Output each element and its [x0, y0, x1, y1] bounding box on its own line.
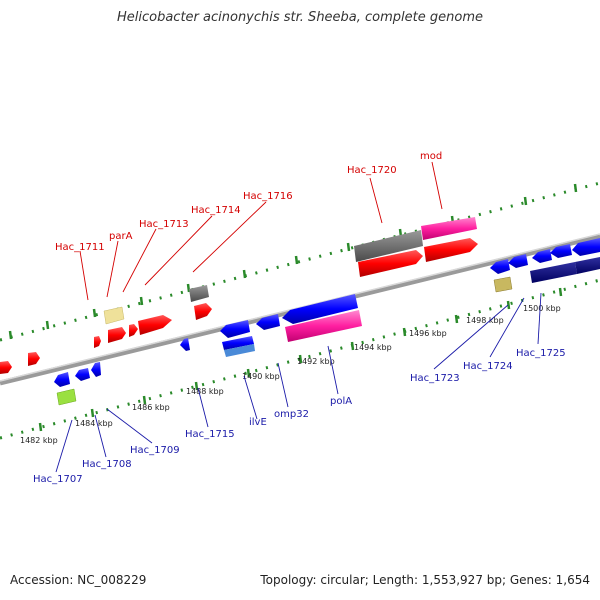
gene-arrow[interactable] [220, 320, 250, 338]
lower-track-dots [0, 278, 600, 440]
gene-box[interactable] [222, 336, 254, 350]
tick-label-1482: 1482 kbp [20, 436, 58, 445]
gene-label-hac-1723[interactable]: Hac_1723 [410, 373, 460, 384]
tick-label-1500: 1500 kbp [523, 304, 561, 313]
top-label-leaders [79, 161, 443, 301]
gene-arrow[interactable] [138, 315, 172, 335]
gene-label-pola[interactable]: polA [330, 396, 352, 407]
gene-arrow[interactable] [91, 362, 101, 377]
gene-box[interactable] [354, 230, 423, 262]
gene-box[interactable] [493, 276, 513, 293]
gene-arrow[interactable] [75, 368, 90, 381]
gene-label-mod[interactable]: mod [420, 151, 442, 162]
gene-label-hac-1725[interactable]: Hac_1725 [516, 348, 566, 359]
gene-arrow[interactable] [508, 254, 528, 268]
gene-label-hac-1720[interactable]: Hac_1720 [347, 165, 397, 176]
gene-label-hac-1708[interactable]: Hac_1708 [82, 459, 132, 470]
gene-arrow[interactable] [194, 303, 212, 320]
tick-label-1484: 1484 kbp [75, 419, 113, 428]
gene-box[interactable] [530, 262, 577, 283]
gene-arrow[interactable] [256, 314, 280, 330]
gene-arrow[interactable] [532, 249, 552, 263]
gene-label-ilve[interactable]: ilvE [249, 417, 267, 428]
gene-box[interactable] [224, 344, 255, 357]
tick-label-1488: 1488 kbp [186, 387, 224, 396]
gene-label-hac-1716[interactable]: Hac_1716 [243, 191, 293, 202]
tick-label-1490: 1490 kbp [242, 372, 280, 381]
gene-box[interactable] [189, 285, 209, 302]
gene-arrow[interactable] [282, 294, 358, 324]
reverse-strand-genes [54, 238, 600, 406]
gene-arrow[interactable] [424, 238, 478, 262]
gene-arrow[interactable] [0, 361, 12, 374]
gene-arrow[interactable] [54, 372, 70, 387]
bottom-label-leaders [55, 292, 542, 473]
genome-backbone-highlight [0, 233, 600, 382]
gene-arrow[interactable] [572, 238, 600, 256]
gene-arrow[interactable] [28, 352, 40, 366]
gene-box[interactable] [56, 388, 77, 406]
gene-arrow[interactable] [129, 324, 138, 337]
tick-label-1496: 1496 kbp [409, 329, 447, 338]
gene-label-omp32[interactable]: omp32 [274, 409, 309, 420]
gene-label-hac-1715[interactable]: Hac_1715 [185, 429, 235, 440]
gene-arrow[interactable] [94, 336, 101, 348]
gene-box[interactable] [575, 257, 600, 274]
gene-label-hac-1714[interactable]: Hac_1714 [191, 205, 241, 216]
gene-label-hac-1713[interactable]: Hac_1713 [139, 219, 189, 230]
tick-label-1492: 1492 kbp [297, 357, 335, 366]
gene-arrow[interactable] [490, 259, 510, 274]
gene-box[interactable] [421, 217, 477, 240]
map-title: Helicobacter acinonychis str. Sheeba, co… [116, 10, 483, 25]
gene-box[interactable] [285, 310, 362, 342]
gene-label-hac-1707[interactable]: Hac_1707 [33, 474, 83, 485]
forward-strand-genes [0, 217, 478, 374]
lower-track-major-ticks [38, 287, 563, 432]
tick-label-1486: 1486 kbp [132, 403, 170, 412]
accession-text: Accession: NC_008229 [10, 573, 147, 587]
gene-arrow[interactable] [180, 338, 190, 351]
tick-label-1498: 1498 kbp [466, 316, 504, 325]
gene-box[interactable] [103, 306, 125, 325]
tick-label-1494: 1494 kbp [354, 343, 392, 352]
gene-arrow[interactable] [550, 244, 572, 258]
gene-label-para[interactable]: parA [109, 231, 133, 242]
gene-arrow[interactable] [358, 250, 423, 277]
gene-label-hac-1724[interactable]: Hac_1724 [463, 361, 513, 372]
gene-arrow[interactable] [108, 327, 126, 343]
gene-label-hac-1711[interactable]: Hac_1711 [55, 242, 105, 253]
gene-label-hac-1709[interactable]: Hac_1709 [130, 445, 180, 456]
genome-summary-text: Topology: circular; Length: 1,553,927 bp… [260, 573, 590, 587]
